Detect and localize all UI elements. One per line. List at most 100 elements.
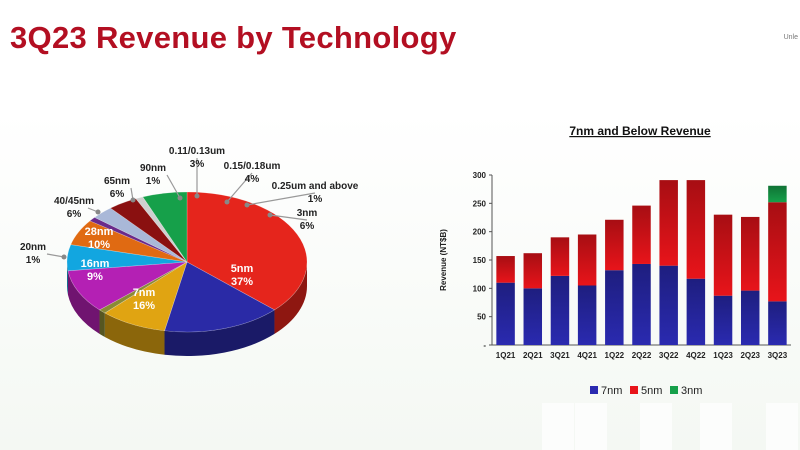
pie-label-65nm: 65nm: [104, 176, 130, 187]
bar-7nm-4Q21: [577, 285, 597, 345]
y-tick-label: 100: [473, 284, 487, 293]
bar-5nm-3Q22: [659, 180, 678, 266]
pie-label-0-11-0-13um: 0.11/0.13um: [169, 146, 225, 157]
pie-label-0-25um-and-above: 0.25um and above: [272, 181, 359, 192]
bar-7nm-2Q21: [523, 288, 543, 345]
x-tick-label: 2Q22: [632, 351, 652, 360]
legend-swatch-5nm: [630, 386, 638, 394]
pie-label-90nm: 90nm: [140, 163, 166, 174]
x-tick-label: 1Q22: [605, 351, 625, 360]
bar-5nm-4Q22: [686, 180, 706, 279]
pie-label-5nm: 5nm: [231, 263, 254, 275]
pie-leader-20nm: [46, 253, 65, 258]
bar-3nm-3Q23: [768, 185, 787, 203]
x-tick-label: 4Q21: [577, 351, 597, 360]
bar-7nm-2Q23: [740, 290, 760, 345]
bar-7nm-1Q22: [605, 270, 624, 345]
pie-leader-dot-0-25um-and-above: [244, 202, 250, 208]
pie-percent-65nm: 6%: [110, 189, 125, 200]
x-tick-label: 1Q21: [496, 351, 516, 360]
pie-leader-dot-0-11-0-13um: [194, 193, 200, 199]
bar-7nm-4Q22: [686, 278, 706, 345]
legend-label-3nm: 3nm: [681, 385, 702, 397]
pie-slice-65nm: [70, 220, 188, 263]
x-tick-label: 1Q23: [713, 351, 733, 360]
pie-percent-16nm: 9%: [87, 271, 103, 283]
y-tick-label: 50: [477, 313, 486, 322]
decor-box: [542, 403, 574, 450]
pie-slice-5nm: [186, 191, 308, 311]
pie-leader-dot-40-45nm: [95, 209, 101, 215]
pie-slice-16nm: [104, 261, 188, 332]
pie-leader-3nm: [269, 214, 308, 221]
decor-box: [640, 403, 672, 450]
pie-side-28nm: [67, 270, 100, 334]
bar-5nm-1Q22: [605, 219, 624, 271]
pie-side-16nm: [104, 313, 165, 355]
pie-leader-0-15-0-18um: [226, 172, 253, 203]
pie-leader-dot-65nm: [130, 197, 136, 203]
pie-percent-20nm: 1%: [26, 255, 41, 266]
bar-5nm-1Q23: [713, 214, 733, 296]
bar-7nm-3Q21: [550, 275, 570, 345]
pie-side-5nm: [274, 262, 307, 334]
pie-leader-dot-3nm: [267, 212, 273, 218]
legend-label-5nm: 5nm: [641, 385, 662, 397]
bar-7nm-2Q22: [632, 263, 651, 345]
bar-5nm-2Q23: [740, 216, 760, 291]
pie-side-40/45nm: [67, 262, 68, 295]
y-tick-label: -: [483, 341, 486, 350]
pie-slice-0.25um and above: [135, 196, 188, 263]
bar-5nm-2Q21: [523, 253, 543, 289]
pie-slice-28nm: [67, 261, 188, 311]
pie-percent-0-11-0-13um: 3%: [190, 159, 205, 170]
pie-percent-5nm: 37%: [231, 276, 253, 288]
decor-box: [766, 403, 798, 450]
x-tick-label: 3Q23: [768, 351, 788, 360]
bar-5nm-2Q22: [632, 205, 651, 264]
pie-label-0-15-0-18um: 0.15/0.18um: [224, 161, 281, 172]
decor-box: [575, 403, 607, 450]
pie-leader-dot-90nm: [177, 195, 183, 201]
pie-leader-90nm: [166, 174, 181, 199]
bar-5nm-4Q21: [577, 234, 597, 286]
legend-label-7nm: 7nm: [601, 385, 622, 397]
bar-chart-title: 7nm and Below Revenue: [569, 124, 711, 138]
x-tick-label: 2Q23: [740, 351, 760, 360]
pie-percent-7nm: 16%: [133, 300, 155, 312]
pie-percent-90nm: 1%: [146, 176, 161, 187]
pie-slice-40/45nm: [66, 244, 188, 272]
pie-slice-90nm: [89, 217, 188, 263]
pie-label-40-45nm: 40/45nm: [54, 196, 94, 207]
pie-slice-0.11/0.13um: [93, 207, 188, 263]
pie-percent-0-25um-and-above: 1%: [308, 194, 323, 205]
legend-swatch-3nm: [670, 386, 678, 394]
bar-5nm-3Q23: [768, 202, 787, 302]
y-tick-label: 150: [473, 256, 487, 265]
y-tick-label: 200: [473, 228, 487, 237]
pie-label-16nm: 16nm: [81, 258, 110, 270]
bar-7nm-1Q21: [496, 282, 515, 345]
pie-slice-20nm: [98, 261, 188, 314]
pie-leader-0-25um-and-above: [246, 192, 316, 206]
pie-slice-3nm: [142, 191, 188, 263]
legend-swatch-7nm: [590, 386, 598, 394]
bar-5nm-3Q21: [550, 237, 570, 276]
bar-7nm-3Q23: [768, 301, 787, 345]
pie-percent-3nm: 6%: [300, 221, 315, 232]
page-title: 3Q23 Revenue by Technology: [10, 20, 457, 55]
bar-7nm-3Q22: [659, 265, 678, 345]
x-tick-label: 2Q21: [523, 351, 543, 360]
decor-box: [700, 403, 732, 450]
y-tick-label: 300: [473, 171, 487, 180]
pie-leader-dot-20nm: [61, 254, 67, 260]
x-tick-label: 3Q21: [550, 351, 570, 360]
pie-percent-40-45nm: 6%: [67, 209, 82, 220]
x-tick-label: 3Q22: [659, 351, 679, 360]
corner-text: Unle: [783, 34, 798, 41]
pie-percent-0-15-0-18um: 4%: [245, 174, 260, 185]
pie-label-28nm: 28nm: [85, 226, 114, 238]
pie-percent-28nm: 10%: [88, 239, 110, 251]
